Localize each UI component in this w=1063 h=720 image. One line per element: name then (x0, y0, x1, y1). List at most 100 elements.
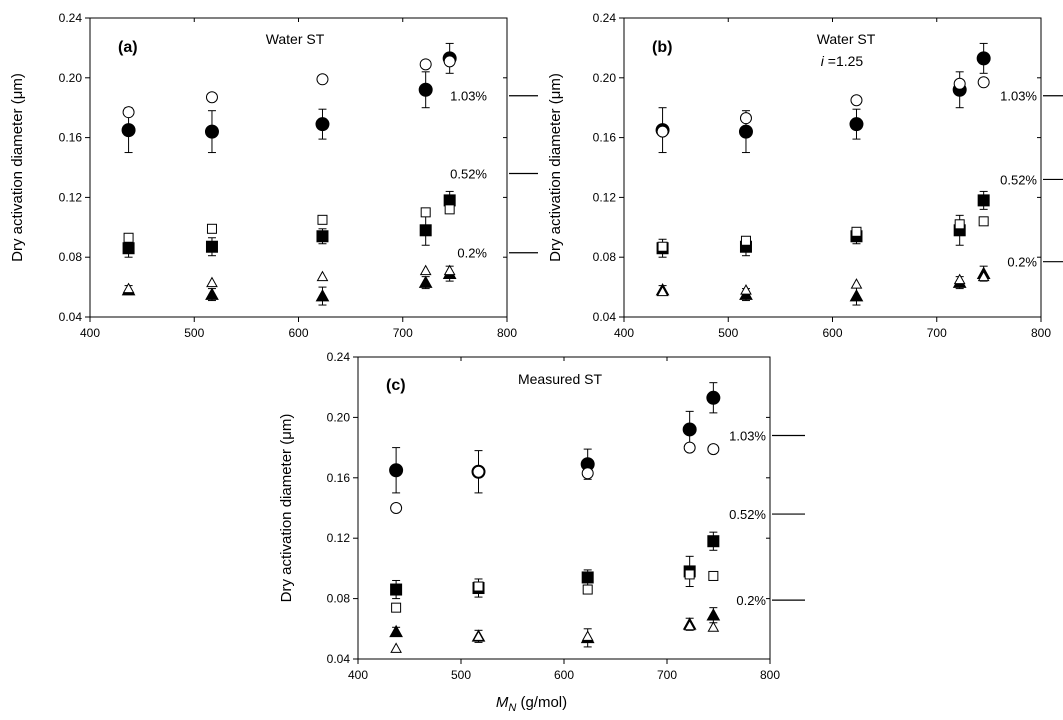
data-point-open-square (123, 232, 134, 243)
data-point-open-square (684, 569, 695, 580)
data-point-filled-circle (121, 123, 136, 138)
panel-label: (a) (118, 39, 138, 56)
panel-label: (b) (652, 39, 672, 56)
x-tick-label: 400 (614, 326, 634, 340)
data-point-open-triangle (581, 630, 594, 641)
data-point-filled-circle (706, 390, 721, 405)
data-point-open-triangle (740, 284, 752, 295)
data-point-open-triangle (206, 276, 218, 288)
data-point-open-circle (122, 106, 135, 119)
data-point-open-square (582, 584, 593, 595)
data-series-group (655, 42, 991, 306)
data-point-open-square (473, 581, 484, 592)
data-point-filled-square (707, 535, 720, 548)
data-point-open-circle (656, 125, 669, 138)
y-tick-label: 0.12 (59, 190, 83, 204)
panel-c: 400 500 600 700 800 0.04 0.08 0.12 0.16 0.20 0.24 D… (278, 350, 805, 682)
y-tick-label: 0.16 (593, 131, 617, 145)
panel-title: Water ST (266, 31, 325, 47)
y-axis-label: Dry activation diameter (μm) (278, 414, 295, 603)
data-point-open-triangle (316, 270, 329, 282)
data-point-filled-triangle (315, 289, 330, 302)
x-tick-label: 500 (451, 668, 471, 682)
x-tick-label: 400 (80, 326, 100, 340)
x-tick-label: 500 (718, 326, 738, 340)
data-point-filled-square (443, 194, 456, 207)
y-tick-label: 0.04 (59, 310, 83, 324)
data-point-open-circle (850, 94, 863, 107)
data-point-open-circle (953, 77, 966, 90)
supersaturation-label: 0.2% (1007, 255, 1037, 270)
x-tick-label: 700 (927, 326, 947, 340)
y-tick-label: 0.24 (593, 11, 617, 25)
data-point-open-square (657, 241, 668, 252)
panel-a: 400 500 600 700 800 0.04 0.08 0.12 0.16 0.20 0.24 D… (9, 11, 538, 340)
panel-title: Water ST (817, 31, 876, 47)
data-point-filled-triangle (389, 624, 403, 638)
y-tick-label: 0.12 (327, 531, 351, 545)
supersaturation-label: 0.2% (736, 593, 766, 608)
y-tick-label: 0.20 (59, 71, 83, 85)
x-tick-label: 700 (657, 668, 677, 682)
data-point-open-square (740, 235, 751, 246)
data-point-open-triangle (850, 278, 863, 289)
panel-label: (c) (386, 377, 406, 394)
data-point-filled-square (390, 583, 403, 596)
data-point-open-circle (316, 73, 329, 86)
y-axis-label: Dry activation diameter (μm) (9, 73, 26, 262)
data-point-filled-circle (738, 124, 753, 139)
data-point-open-triangle (472, 630, 485, 641)
data-point-open-triangle (122, 282, 135, 294)
data-point-filled-square (205, 240, 218, 253)
x-tick-label: 700 (393, 326, 413, 340)
y-tick-label: 0.08 (59, 250, 83, 264)
data-point-open-circle (707, 443, 720, 456)
y-tick-label: 0.20 (327, 410, 351, 424)
supersaturation-label: 1.03% (1000, 89, 1037, 104)
y-tick-label: 0.04 (593, 310, 617, 324)
data-point-open-circle (472, 465, 485, 478)
data-point-open-square (978, 216, 989, 227)
panel-b: 400 500 600 700 800 0.04 0.08 0.12 0.16 0.20 0.24 D… (547, 11, 1063, 340)
y-tick-label: 0.08 (327, 592, 351, 606)
data-point-open-triangle (953, 273, 966, 285)
data-point-filled-triangle (418, 275, 433, 288)
data-point-open-circle (390, 502, 403, 514)
shared-x-axis-label: MN (g/mol) (0, 694, 1063, 714)
data-point-open-circle (683, 441, 696, 454)
subtitle-symbol: i (821, 53, 828, 69)
x-tick-label: 600 (822, 326, 842, 340)
data-point-open-square (391, 602, 402, 613)
y-tick-label: 0.20 (593, 71, 617, 85)
panel-subtitle: i =1.25 (821, 53, 864, 69)
supersaturation-label: 1.03% (729, 429, 766, 444)
data-series-group (389, 382, 721, 653)
data-point-filled-circle (315, 117, 330, 132)
data-point-filled-circle (389, 463, 404, 478)
x-tick-label: 800 (1031, 326, 1051, 340)
data-point-open-triangle (977, 270, 990, 282)
y-tick-label: 0.12 (593, 190, 617, 204)
data-point-filled-square (977, 194, 990, 207)
data-point-open-triangle (390, 642, 402, 653)
x-tick-label: 800 (760, 668, 780, 682)
data-point-open-triangle (683, 619, 696, 631)
data-point-filled-square (316, 230, 329, 243)
data-point-filled-triangle (849, 289, 864, 302)
data-point-open-circle (581, 467, 594, 480)
data-point-open-triangle (443, 264, 456, 276)
y-axis-label: Dry activation diameter (μm) (547, 73, 564, 262)
y-tick-label: 0.16 (327, 471, 351, 485)
data-point-filled-square (419, 224, 432, 237)
data-point-filled-circle (418, 82, 433, 97)
data-point-open-square (851, 226, 862, 237)
data-point-filled-triangle (706, 608, 721, 621)
data-point-filled-square (122, 242, 135, 255)
x-tick-label: 400 (348, 668, 368, 682)
data-point-open-square (317, 214, 328, 225)
x-tick-label: 600 (288, 326, 308, 340)
data-point-open-square (444, 204, 455, 215)
data-point-open-triangle (707, 621, 720, 632)
subtitle-value: =1.25 (828, 53, 864, 69)
